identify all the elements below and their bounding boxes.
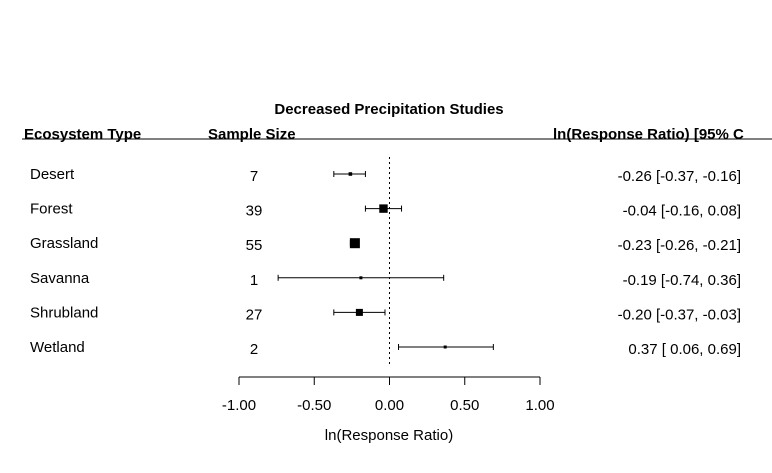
sample-size-value: 39	[246, 203, 263, 220]
header-sample-size: Sample Size	[208, 126, 296, 143]
point-estimate-square	[355, 308, 363, 316]
x-tick-label: 0.50	[450, 397, 479, 414]
ecosystem-label: Savanna	[30, 270, 90, 287]
point-estimate-square	[379, 204, 388, 213]
sample-size-value: 1	[250, 272, 258, 289]
effect-size-ci-label: -0.19 [-0.74, 0.36]	[623, 272, 741, 289]
effect-size-ci-label: -0.04 [-0.16, 0.08]	[623, 203, 741, 220]
forest-row-shrubland: Shrubland 27 -0.20 [-0.37, -0.03]	[30, 304, 741, 323]
x-axis-label: ln(Response Ratio)	[325, 427, 453, 444]
header-effect-size: ln(Response Ratio) [95% C	[553, 126, 744, 143]
effect-size-ci-label: -0.20 [-0.37, -0.03]	[618, 306, 741, 323]
header-ecosystem-type: Ecosystem Type	[24, 126, 141, 143]
point-estimate-square	[443, 345, 447, 349]
sample-size-value: 2	[250, 341, 258, 358]
ecosystem-label: Forest	[30, 201, 73, 218]
sample-size-value: 27	[246, 306, 263, 323]
forest-row-desert: Desert 7 -0.26 [-0.37, -0.16]	[30, 166, 741, 185]
ecosystem-label: Desert	[30, 166, 75, 183]
forest-row-wetland: Wetland 2 0.37 [ 0.06, 0.69]	[30, 339, 741, 358]
rows-layer: Desert 7 -0.26 [-0.37, -0.16] Forest 39 -0.04…	[30, 166, 741, 358]
x-axis: -1.00 -0.50 0.00 0.50 1.00	[222, 376, 555, 414]
x-tick-label: -0.50	[297, 397, 331, 414]
forest-row-grassland: Grassland 55 -0.23 [-0.26, -0.21]	[30, 235, 741, 254]
x-tick-label: 0.00	[375, 397, 404, 414]
forest-row-forest: Forest 39 -0.04 [-0.16, 0.08]	[30, 201, 741, 220]
effect-size-ci-label: 0.37 [ 0.06, 0.69]	[628, 341, 741, 358]
ecosystem-label: Shrubland	[30, 304, 98, 321]
ecosystem-label: Grassland	[30, 235, 98, 252]
forest-row-savanna: Savanna 1 -0.19 [-0.74, 0.36]	[30, 270, 741, 289]
x-tick-label: 1.00	[525, 397, 554, 414]
effect-size-ci-label: -0.26 [-0.37, -0.16]	[618, 168, 741, 185]
x-tick-label: -1.00	[222, 397, 256, 414]
point-estimate-square	[349, 238, 360, 249]
chart-title: Decreased Precipitation Studies	[274, 101, 503, 118]
point-estimate-square	[348, 172, 353, 176]
ecosystem-label: Wetland	[30, 339, 85, 356]
sample-size-value: 55	[246, 237, 263, 254]
sample-size-value: 7	[250, 168, 258, 185]
point-estimate-square	[359, 276, 363, 280]
effect-size-ci-label: -0.23 [-0.26, -0.21]	[618, 237, 741, 254]
